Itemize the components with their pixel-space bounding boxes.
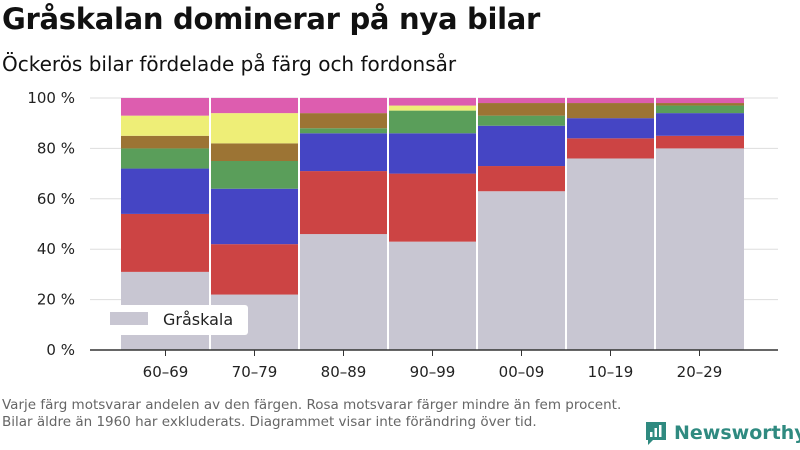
y-tick-label: 40 % [37,240,75,258]
chart-title: Gråskalan dominerar på nya bilar [2,2,541,36]
bar-segment [299,171,388,235]
bar-segment [477,115,566,126]
x-tick-label: 80–89 [321,363,367,381]
bar-segment [388,105,477,111]
y-tick-label: 80 % [37,139,75,157]
bar-segment [299,128,388,134]
bar-segment [477,125,566,167]
bar-segment [121,115,210,136]
bar-segment [121,148,210,169]
bar-segment [477,166,566,192]
bar-segment [299,113,388,129]
x-tick-label: 70–79 [232,363,278,381]
x-tick-label: 90–99 [410,363,456,381]
x-tick-label: 10–19 [588,363,634,381]
bar-segment [477,103,566,116]
bar-segment [121,135,210,149]
x-tick-label: 20–29 [677,363,723,381]
y-tick-label: 0 % [46,341,75,359]
bar-segment [121,213,210,272]
bar-segment [566,103,655,119]
bar-segment [388,98,477,106]
bar-segment [299,234,388,350]
footnote: Varje färg motsvarar andelen av den färg… [2,397,622,430]
bar-segment [655,105,744,114]
bar-segment [299,133,388,172]
chart-subtitle: Öckerös bilar fördelade på färg och ford… [2,52,457,76]
y-tick-label: 20 % [37,291,75,309]
bar-segment [121,168,210,214]
brand-logo[interactable]: Newsworthy [644,420,800,446]
bar-segment [121,98,210,116]
x-tick-label: 00–09 [499,363,545,381]
legend-swatch [110,312,148,325]
bar-segment [477,191,566,350]
bar-segment [655,113,744,136]
bar-segment [388,241,477,350]
newsworthy-logo-icon [646,422,666,445]
bar-segment [210,188,299,245]
bar-segment [210,113,299,144]
bar-segment [388,133,477,174]
bar-segment [566,98,655,104]
bar-segment [655,98,744,104]
bar-segment [388,173,477,242]
bar-segment [210,161,299,189]
bar-segment [210,98,299,114]
bar-segment [299,98,388,114]
bar-segment [566,118,655,139]
stacked-bar-chart: 0 % 20 % 40 % 60 % 80 % 100 % 60–69 70–79 80–89 9… [27,89,778,381]
bar-segment [655,135,744,149]
y-tick-label: 100 % [27,89,75,107]
bar-segment [210,143,299,161]
bar-segment [566,138,655,159]
x-tick-label: 60–69 [143,363,189,381]
bar-segment [566,158,655,350]
bar-segment [388,110,477,134]
bar-segment [655,148,744,350]
bar-segment [477,98,566,104]
y-tick-label: 60 % [37,190,75,208]
brand-name: Newsworthy [674,422,800,444]
legend-label: Gråskala [163,310,233,329]
bar-segment [210,244,299,295]
bar-segment [655,103,744,106]
